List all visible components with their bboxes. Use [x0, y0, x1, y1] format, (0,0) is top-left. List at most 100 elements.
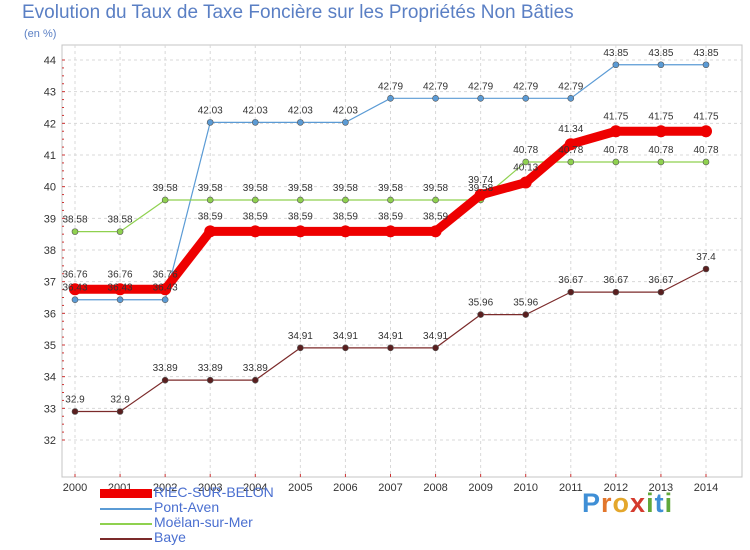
- data-point-riec: [114, 283, 127, 296]
- data-label-pont-aven: 42.79: [558, 81, 583, 92]
- data-point-riec: [339, 225, 352, 238]
- x-tick-label: 2006: [333, 482, 357, 494]
- data-label-pont-aven: 43.85: [648, 48, 673, 59]
- y-tick-label: 44: [44, 55, 56, 67]
- data-label-baye: 32.9: [110, 395, 130, 406]
- data-label-riec: 41.75: [603, 111, 628, 122]
- data-point-riec: [159, 283, 172, 296]
- data-label-pont-aven: 42.03: [333, 105, 358, 116]
- data-label-moelan: 40.78: [648, 145, 673, 156]
- data-label-moelan: 40.78: [513, 145, 538, 156]
- data-label-riec: 41.34: [558, 124, 583, 135]
- x-tick-label: 2008: [423, 482, 447, 494]
- data-label-moelan: 40.78: [693, 145, 718, 156]
- data-point-baye: [387, 344, 394, 352]
- x-tick-label: 2003: [198, 482, 222, 494]
- data-point-baye: [71, 408, 79, 415]
- x-tick-label: 2007: [378, 482, 402, 494]
- brand-letter: i: [664, 488, 674, 518]
- series-riec: [69, 125, 712, 296]
- data-label-riec: 38.59: [198, 211, 223, 222]
- legend-label-moelan: Moëlan-sur-Mer: [154, 514, 253, 530]
- data-label-pont-aven: 42.03: [288, 105, 313, 116]
- x-tick-label: 2013: [649, 482, 673, 494]
- data-label-riec: 38.59: [288, 211, 313, 222]
- data-point-pont-aven: [297, 119, 304, 126]
- data-point-pont-aven: [657, 61, 665, 69]
- data-point-pont-aven: [702, 61, 710, 69]
- data-point-pont-aven: [522, 95, 530, 102]
- y-tick-label: 42: [44, 118, 56, 130]
- data-label-baye: 35.96: [513, 298, 538, 309]
- data-label-riec: 39.74: [468, 175, 493, 186]
- data-point-baye: [477, 311, 484, 318]
- data-label-riec: 38.59: [243, 211, 268, 222]
- legend-swatch-moelan: [100, 523, 152, 525]
- data-label-riec: 41.75: [648, 111, 673, 122]
- legend-swatch-baye: [100, 538, 152, 540]
- data-label-moelan: 39.58: [153, 183, 178, 194]
- y-tick-label: 34: [44, 372, 56, 384]
- data-point-pont-aven: [161, 296, 169, 304]
- y-tick-label: 38: [44, 245, 56, 257]
- data-label-moelan: 40.78: [558, 145, 583, 156]
- data-label-moelan: 38.58: [62, 215, 87, 226]
- data-label-riec: 38.59: [333, 211, 358, 222]
- data-point-moelan: [432, 196, 439, 204]
- data-point-pont-aven: [251, 119, 259, 126]
- data-label-pont-aven: 42.79: [423, 81, 448, 92]
- data-point-riec: [700, 125, 712, 138]
- data-point-baye: [161, 376, 169, 384]
- data-label-moelan: 39.58: [198, 183, 223, 194]
- y-tick-label: 32: [44, 435, 56, 447]
- data-point-riec: [609, 125, 622, 138]
- data-point-pont-aven: [567, 95, 575, 102]
- data-point-riec: [204, 225, 217, 238]
- y-tick-label: 36: [44, 308, 56, 320]
- data-point-baye: [342, 344, 349, 352]
- data-label-moelan: 39.58: [378, 183, 403, 194]
- data-point-pont-aven: [612, 61, 620, 69]
- chart-title: Evolution du Taux de Taxe Foncière sur l…: [22, 2, 574, 23]
- data-point-riec: [294, 225, 307, 238]
- data-point-baye: [657, 288, 665, 296]
- data-point-moelan: [612, 158, 620, 166]
- data-point-pont-aven: [432, 95, 439, 102]
- data-label-riec: 38.59: [423, 211, 448, 222]
- brand-letter: t: [654, 488, 665, 518]
- data-point-pont-aven: [342, 119, 349, 126]
- x-tick-label: 2000: [63, 482, 87, 494]
- data-label-riec: 36.76: [62, 269, 87, 280]
- x-tick-label: 2005: [288, 482, 312, 494]
- brand-letter: P: [582, 488, 602, 518]
- data-label-baye: 34.91: [288, 331, 313, 342]
- data-label-pont-aven: 42.79: [468, 81, 493, 92]
- data-label-pont-aven: 43.85: [693, 48, 718, 59]
- data-point-baye: [251, 376, 259, 384]
- data-label-pont-aven: 42.79: [513, 81, 538, 92]
- data-point-pont-aven: [116, 296, 124, 304]
- data-point-riec: [654, 125, 667, 138]
- data-point-baye: [522, 311, 530, 318]
- data-point-baye: [567, 288, 575, 296]
- data-label-baye: 37.4: [696, 252, 716, 263]
- data-label-pont-aven: 36.43: [153, 283, 178, 294]
- data-label-baye: 32.9: [65, 395, 85, 406]
- data-point-moelan: [297, 196, 304, 204]
- data-label-baye: 34.91: [423, 331, 448, 342]
- legend-label-baye: Baye: [154, 529, 186, 545]
- data-label-pont-aven: 36.43: [62, 283, 87, 294]
- legend-label-pont-aven: Pont-Aven: [154, 499, 220, 515]
- data-label-baye: 36.67: [558, 275, 583, 286]
- data-label-pont-aven: 36.43: [108, 283, 133, 294]
- y-tick-label: 41: [44, 150, 56, 162]
- data-point-moelan: [387, 196, 394, 204]
- legend-swatch-pont-aven: [100, 508, 152, 510]
- brand-letter: i: [646, 488, 655, 518]
- data-label-baye: 36.67: [603, 275, 628, 286]
- data-point-baye: [702, 265, 710, 273]
- data-point-pont-aven: [206, 119, 214, 126]
- legend-label-riec: RIEC-SUR-BELON: [154, 484, 274, 500]
